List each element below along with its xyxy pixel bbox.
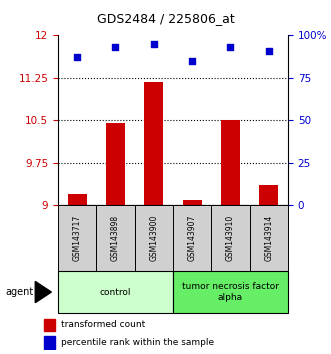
Point xyxy=(266,48,271,53)
Bar xyxy=(135,205,173,271)
Text: GSM143910: GSM143910 xyxy=(226,215,235,261)
Bar xyxy=(250,205,288,271)
Text: GSM143907: GSM143907 xyxy=(188,215,197,261)
Bar xyxy=(58,271,173,313)
Bar xyxy=(44,336,55,349)
Text: GSM143914: GSM143914 xyxy=(264,215,273,261)
Text: GSM143717: GSM143717 xyxy=(72,215,82,261)
Polygon shape xyxy=(35,281,51,303)
Point xyxy=(151,41,157,47)
Text: transformed count: transformed count xyxy=(61,320,145,330)
Point xyxy=(113,45,118,50)
Bar xyxy=(96,205,135,271)
Text: GSM143898: GSM143898 xyxy=(111,215,120,261)
Text: GSM143900: GSM143900 xyxy=(149,215,158,261)
Bar xyxy=(259,185,278,205)
Bar xyxy=(182,200,202,205)
Text: GDS2484 / 225806_at: GDS2484 / 225806_at xyxy=(97,12,234,25)
Point xyxy=(74,55,80,60)
Bar xyxy=(58,205,96,271)
Bar xyxy=(211,205,250,271)
Bar xyxy=(68,194,87,205)
Point xyxy=(228,45,233,50)
Bar xyxy=(173,271,288,313)
Bar xyxy=(44,319,55,331)
Text: control: control xyxy=(100,287,131,297)
Point xyxy=(189,58,195,64)
Bar xyxy=(221,120,240,205)
Text: agent: agent xyxy=(5,287,33,297)
Bar xyxy=(106,123,125,205)
Bar xyxy=(173,205,211,271)
Text: percentile rank within the sample: percentile rank within the sample xyxy=(61,338,214,347)
Bar xyxy=(144,82,164,205)
Text: tumor necrosis factor
alpha: tumor necrosis factor alpha xyxy=(182,282,279,302)
